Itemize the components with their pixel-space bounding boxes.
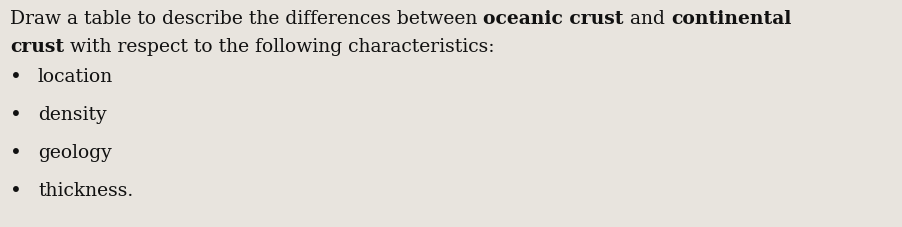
Text: with respect to the following characteristics:: with respect to the following characteri… [64, 38, 494, 56]
Text: thickness.: thickness. [38, 181, 133, 199]
Text: oceanic crust: oceanic crust [483, 10, 624, 28]
Text: Draw a table to describe the differences between: Draw a table to describe the differences… [10, 10, 483, 28]
Text: continental: continental [671, 10, 791, 28]
Text: density: density [38, 106, 106, 123]
Text: •: • [10, 181, 22, 200]
Text: location: location [38, 68, 114, 86]
Text: •: • [10, 68, 22, 87]
Text: •: • [10, 106, 22, 124]
Text: crust: crust [10, 38, 64, 56]
Text: geology: geology [38, 143, 112, 161]
Text: •: • [10, 143, 22, 162]
Text: and: and [624, 10, 671, 28]
